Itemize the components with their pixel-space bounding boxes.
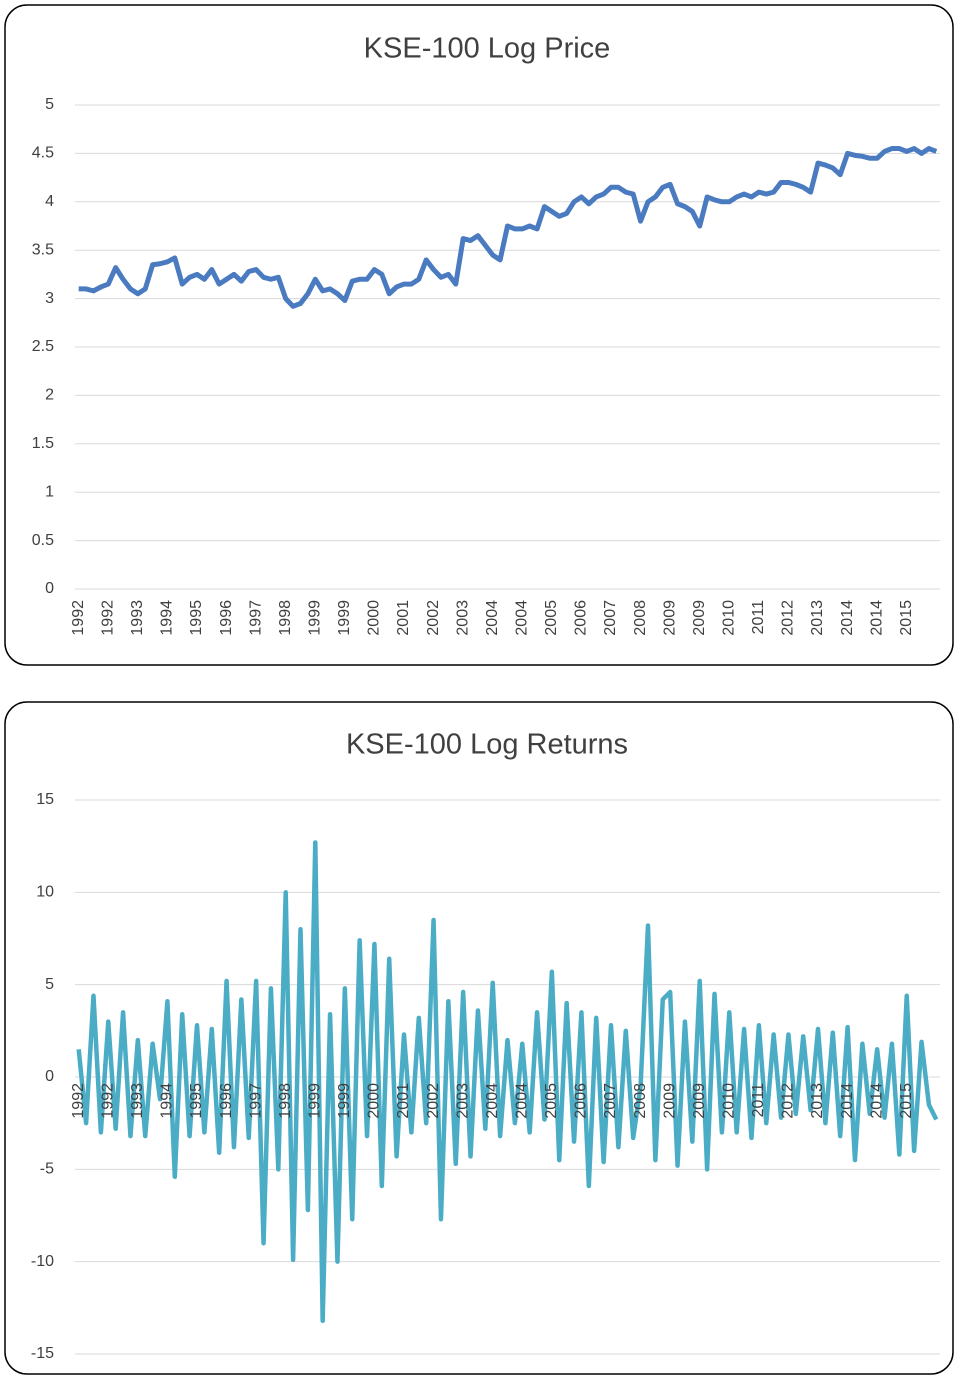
y-tick-label: 1 [45, 483, 54, 500]
y-tick-label: 4.5 [32, 145, 54, 162]
x-tick-label: 1998 [277, 600, 294, 636]
x-tick-label: 2003 [454, 600, 471, 636]
x-tick-label: 2001 [395, 1083, 412, 1119]
x-tick-label: 1993 [129, 600, 146, 636]
y-tick-label: 5 [45, 976, 54, 993]
x-tick-label: 2013 [809, 600, 826, 636]
x-tick-label: 2011 [750, 600, 767, 635]
x-tick-label: 2002 [425, 600, 442, 636]
y-tick-label: 5 [45, 96, 54, 113]
x-tick-label: 2007 [602, 600, 619, 636]
x-tick-label: 1996 [218, 600, 235, 636]
data-line [78, 146, 938, 309]
x-tick-label: 2011 [750, 1083, 767, 1118]
x-tick-label: 1994 [159, 1083, 176, 1119]
x-tick-label: 1993 [129, 1083, 146, 1119]
x-tick-label: 1999 [306, 1083, 323, 1119]
x-tick-label: 2009 [691, 600, 708, 636]
x-tick-label: 1996 [218, 1083, 235, 1119]
x-tick-label: 2005 [543, 600, 560, 636]
x-tick-label: 1994 [159, 600, 176, 636]
x-tick-label: 1997 [247, 600, 264, 636]
x-tick-label: 2009 [691, 1083, 708, 1119]
x-tick-label: 2015 [898, 1083, 915, 1119]
y-tick-label: 4 [45, 193, 54, 210]
y-tick-label: 0 [45, 580, 54, 597]
x-tick-label: 2010 [721, 600, 738, 636]
y-tick-label: 10 [36, 884, 54, 901]
x-tick-label: 2013 [809, 1083, 826, 1119]
x-tick-label: 1995 [188, 1083, 205, 1119]
x-tick-label: 2008 [632, 600, 649, 636]
x-tick-label: 1992 [99, 600, 116, 636]
y-tick-label: 1.5 [32, 435, 54, 452]
x-tick-label: 2014 [839, 600, 856, 636]
x-tick-label: 2009 [661, 1083, 678, 1119]
x-tick-label: 2014 [868, 600, 885, 636]
y-tick-label: 3 [45, 290, 54, 307]
x-tick-label: 1999 [336, 1083, 353, 1119]
x-tick-label: 2006 [573, 600, 590, 636]
x-tick-label: 1998 [277, 1083, 294, 1119]
x-tick-label: 2012 [780, 1083, 797, 1119]
x-tick-label: 2008 [632, 1083, 649, 1119]
x-tick-label: 2003 [454, 1083, 471, 1119]
chart-panel [4, 4, 954, 666]
x-tick-label: 2004 [514, 600, 531, 636]
y-tick-label: 2.5 [32, 338, 54, 355]
chart-title: KSE-100 Log Price [364, 33, 611, 65]
y-tick-label: -10 [31, 1253, 54, 1270]
x-tick-label: 2004 [484, 600, 501, 636]
y-tick-label: 2 [45, 387, 54, 404]
y-tick-label: 0.5 [32, 532, 54, 549]
x-tick-label: 1999 [336, 600, 353, 636]
x-tick-label: 1992 [99, 1083, 116, 1119]
y-tick-label: 15 [36, 791, 54, 808]
x-tick-label: 2007 [602, 1083, 619, 1119]
y-tick-label: 0 [45, 1068, 54, 1085]
x-tick-label: 2000 [366, 600, 383, 636]
x-tick-label: 1995 [188, 600, 205, 636]
x-tick-label: 2014 [839, 1083, 856, 1119]
x-tick-label: 2005 [543, 1083, 560, 1119]
x-tick-label: 2014 [868, 1083, 885, 1119]
x-tick-label: 2000 [366, 1083, 383, 1119]
chart-title: KSE-100 Log Returns [346, 729, 628, 761]
x-tick-label: 2015 [898, 600, 915, 636]
x-tick-label: 2009 [661, 600, 678, 636]
x-tick-label: 1992 [70, 1083, 87, 1119]
x-tick-label: 2002 [425, 1083, 442, 1119]
x-tick-label: 2004 [484, 1083, 501, 1119]
y-tick-label: -5 [40, 1161, 54, 1178]
x-tick-label: 2001 [395, 600, 412, 636]
x-tick-label: 1992 [70, 600, 87, 636]
data-line [76, 840, 939, 1324]
x-tick-label: 2006 [573, 1083, 590, 1119]
y-tick-label: 3.5 [32, 241, 54, 258]
x-tick-label: 2004 [514, 1083, 531, 1119]
x-tick-label: 2010 [721, 1083, 738, 1119]
x-tick-label: 1997 [247, 1083, 264, 1119]
y-tick-label: -15 [31, 1345, 54, 1362]
x-tick-label: 1999 [306, 600, 323, 636]
x-tick-label: 2012 [780, 600, 797, 636]
